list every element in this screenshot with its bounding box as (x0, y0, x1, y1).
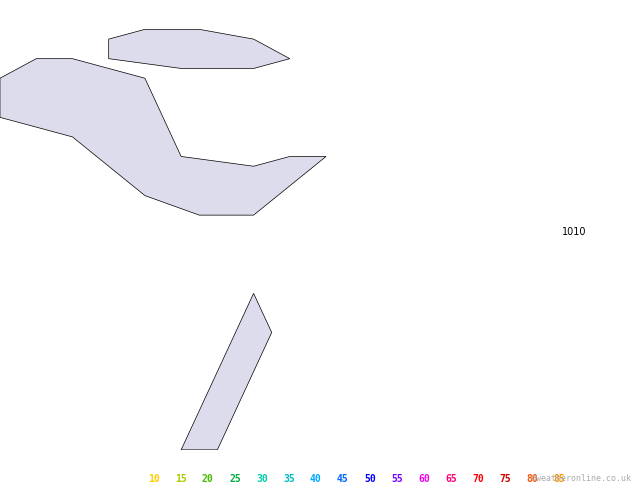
Text: 40: 40 (310, 474, 321, 484)
Polygon shape (0, 59, 326, 215)
Text: 75: 75 (499, 474, 511, 484)
Text: 80: 80 (526, 474, 538, 484)
Text: 60: 60 (418, 474, 430, 484)
Text: 1010: 1010 (562, 227, 586, 237)
Text: 85: 85 (553, 474, 565, 484)
Polygon shape (181, 294, 272, 450)
Text: 10: 10 (148, 474, 160, 484)
Text: 20: 20 (202, 474, 214, 484)
Text: 55: 55 (391, 474, 403, 484)
Text: 30: 30 (256, 474, 268, 484)
Text: 70: 70 (472, 474, 484, 484)
Text: 25: 25 (229, 474, 241, 484)
Text: Th 30-05-2024 06:00 UTC (12+114): Th 30-05-2024 06:00 UTC (12+114) (370, 456, 558, 466)
Text: 90: 90 (580, 474, 592, 484)
Text: Surface pressure [hPa] ECMWF: Surface pressure [hPa] ECMWF (3, 456, 167, 466)
Text: Isotachs 10m (km/h): Isotachs 10m (km/h) (3, 474, 115, 484)
Text: 65: 65 (445, 474, 456, 484)
Text: 15: 15 (175, 474, 187, 484)
Text: 45: 45 (337, 474, 349, 484)
Text: ©weatheronline.co.uk: ©weatheronline.co.uk (531, 474, 631, 484)
Text: 35: 35 (283, 474, 295, 484)
Polygon shape (108, 29, 290, 69)
Text: 50: 50 (364, 474, 376, 484)
